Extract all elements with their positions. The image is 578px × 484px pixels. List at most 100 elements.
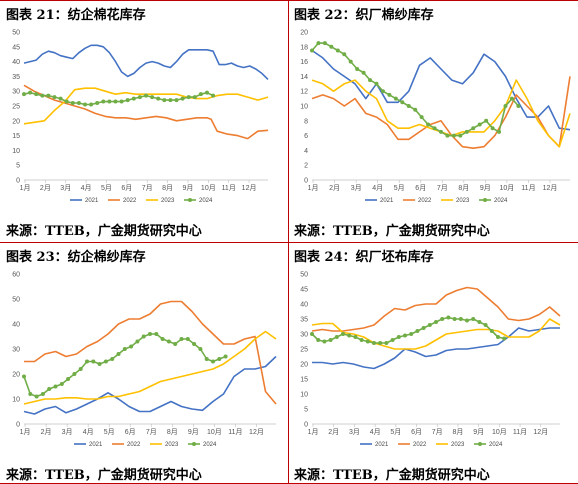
data-point-2024	[95, 101, 100, 106]
data-point-2024	[156, 96, 161, 101]
y-tick-label: 0	[304, 178, 308, 185]
data-point-2024	[198, 347, 203, 351]
data-point-2024	[384, 341, 389, 345]
y-tick-label: 50	[300, 272, 308, 279]
x-tick-label: 5月	[394, 184, 405, 192]
y-tick-label: 20	[12, 118, 20, 125]
data-point-2024	[185, 337, 190, 341]
legend-label: 2022	[418, 198, 432, 204]
data-point-2024	[415, 329, 420, 333]
data-point-2024	[484, 118, 489, 123]
data-point-2024	[464, 129, 469, 134]
y-tick-label: 0	[16, 422, 20, 429]
data-point-2024	[141, 334, 146, 339]
x-tick-label: 10月	[492, 428, 507, 436]
data-point-2024	[64, 99, 69, 104]
chart-panel-4: 图表 24：织厂坯布库存 0 5 10 15 20 25 30 35 40 45 50 1月 2月 3月 4…	[294, 246, 574, 483]
x-tick-label: 11月	[521, 184, 535, 192]
data-point-2024	[390, 338, 395, 342]
x-tick-label: 12月	[249, 428, 264, 436]
data-point-2024	[458, 133, 463, 138]
data-point-2024	[359, 338, 364, 342]
legend-label: 2021	[375, 442, 389, 448]
data-point-2024	[471, 317, 476, 321]
data-point-2024	[204, 357, 209, 361]
chart-panel-2: 图表 22：织厂棉纱库存 0 2 4 6 8 10 12 14 16 18 20 1月 2月 3月 4月 5月…	[294, 4, 574, 240]
data-point-2024	[403, 333, 407, 338]
y-tick-label: 35	[12, 74, 20, 81]
data-point-2024	[148, 332, 152, 336]
data-point-2024	[335, 48, 340, 53]
data-point-2024	[40, 392, 45, 396]
legend-label: 2022	[127, 442, 141, 448]
data-point-2024	[22, 374, 26, 379]
row-divider	[0, 242, 578, 243]
y-tick-label: 5	[16, 163, 20, 170]
x-tick-label: 8月	[162, 184, 173, 192]
x-tick-label: 10月	[500, 184, 515, 192]
data-point-2024	[419, 115, 424, 120]
chart-title: 图表 21：纺企棉花库存	[6, 8, 146, 23]
x-tick-label: 2月	[40, 184, 51, 192]
top-border	[0, 0, 578, 1]
x-tick-label: 1月	[20, 428, 31, 436]
y-tick-label: 15	[12, 133, 20, 140]
data-point-2024	[334, 335, 339, 339]
data-point-2024	[211, 93, 216, 98]
y-tick-label: 10	[12, 148, 20, 155]
y-tick-label: 10	[300, 104, 308, 111]
y-tick-label: 30	[300, 332, 308, 339]
data-point-2024	[85, 359, 89, 364]
data-point-2024	[22, 92, 26, 97]
x-tick-label: 6月	[121, 184, 132, 192]
y-tick-label: 50	[12, 297, 20, 304]
legend-marker-2024	[192, 442, 196, 446]
data-point-2024	[322, 339, 327, 344]
data-point-2024	[380, 89, 385, 94]
data-point-2024	[154, 332, 159, 336]
y-tick-label: 8	[304, 118, 308, 125]
x-tick-label: 3月	[351, 184, 362, 192]
data-point-2024	[28, 90, 33, 95]
data-point-2024	[316, 338, 321, 342]
chart-panel-3: 图表 23：纺企棉纱库存 0 10 20 30 40 50 60 1月 2月 3月 4月 5月 6月 7月…	[6, 246, 286, 483]
data-point-2024	[131, 96, 136, 101]
data-point-2024	[160, 337, 165, 341]
data-point-2024	[489, 329, 494, 333]
legend-label: 2024	[494, 198, 508, 204]
data-point-2024	[173, 342, 178, 346]
data-point-2024	[78, 367, 83, 371]
y-tick-label: 20	[300, 30, 308, 37]
y-tick-label: 25	[300, 347, 308, 354]
x-tick-label: 7月	[142, 184, 153, 192]
data-point-2024	[198, 92, 203, 97]
data-point-2024	[342, 52, 347, 57]
data-point-2024	[446, 315, 451, 320]
x-tick-label: 11月	[513, 428, 527, 436]
y-tick-label: 0	[304, 422, 308, 429]
data-point-2024	[439, 129, 443, 134]
data-point-2024	[34, 92, 39, 97]
data-point-2024	[434, 320, 438, 324]
y-tick-label: 10	[300, 392, 308, 399]
data-point-2024	[40, 93, 45, 98]
data-point-2024	[365, 339, 370, 344]
data-point-2024	[348, 59, 353, 64]
data-point-2024	[186, 95, 191, 100]
data-point-2024	[374, 81, 379, 86]
data-point-2024	[516, 104, 521, 108]
x-tick-label: 6月	[411, 428, 422, 436]
x-tick-label: 2月	[41, 428, 52, 436]
y-tick-label: 16	[300, 59, 308, 66]
x-tick-label: 6月	[415, 184, 426, 192]
data-point-2024	[355, 67, 360, 71]
data-point-2024	[496, 335, 500, 339]
x-tick-label: 8月	[458, 184, 469, 192]
x-tick-label: 9月	[480, 184, 491, 192]
x-tick-label: 7月	[437, 184, 448, 192]
data-point-2024	[205, 90, 209, 95]
x-tick-label: 4月	[372, 184, 383, 192]
data-point-2024	[129, 344, 134, 349]
data-point-2024	[361, 70, 366, 75]
y-tick-label: 0	[16, 178, 20, 185]
